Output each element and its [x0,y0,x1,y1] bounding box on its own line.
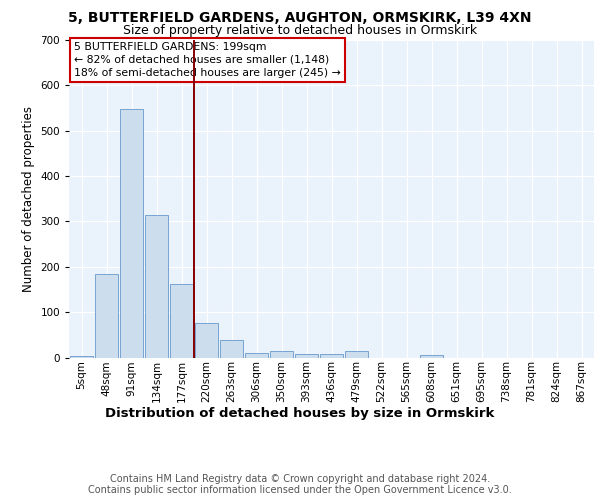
Bar [420,355,443,358]
Y-axis label: Number of detached properties: Number of detached properties [22,106,35,292]
Bar [170,284,193,358]
Bar [345,351,368,358]
Bar [70,356,93,358]
Bar [320,354,343,358]
Bar [120,110,143,358]
Text: Distribution of detached houses by size in Ormskirk: Distribution of detached houses by size … [106,408,494,420]
Text: Contains public sector information licensed under the Open Government Licence v3: Contains public sector information licen… [88,485,512,495]
Bar [145,215,168,358]
Bar [95,274,118,357]
Bar [195,324,218,358]
Text: 5 BUTTERFIELD GARDENS: 199sqm
← 82% of detached houses are smaller (1,148)
18% o: 5 BUTTERFIELD GARDENS: 199sqm ← 82% of d… [74,42,341,78]
Text: 5, BUTTERFIELD GARDENS, AUGHTON, ORMSKIRK, L39 4XN: 5, BUTTERFIELD GARDENS, AUGHTON, ORMSKIR… [68,11,532,25]
Bar [270,350,293,358]
Text: Contains HM Land Registry data © Crown copyright and database right 2024.: Contains HM Land Registry data © Crown c… [110,474,490,484]
Bar [220,340,243,357]
Text: Size of property relative to detached houses in Ormskirk: Size of property relative to detached ho… [123,24,477,37]
Bar [295,354,318,358]
Bar [245,353,268,358]
